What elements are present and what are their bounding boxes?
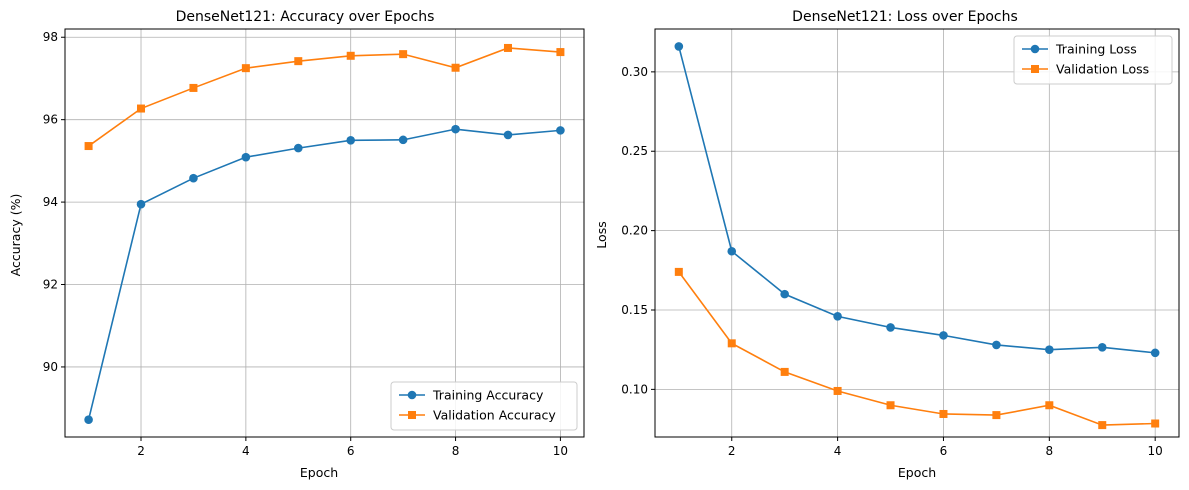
data-point [674, 42, 684, 51]
legend: Training Accuracy Validation Accuracy [390, 381, 578, 431]
series-0 [84, 124, 565, 424]
data-point [346, 135, 356, 145]
legend-marker [1031, 65, 1039, 73]
data-point [189, 173, 198, 183]
data-point [992, 411, 1001, 420]
legend-marker [1030, 44, 1040, 54]
data-point [833, 386, 842, 395]
series-line [678, 271, 1156, 426]
data-point [398, 135, 408, 145]
plot-frame [64, 28, 585, 438]
data-point [451, 63, 460, 72]
data-point [241, 64, 250, 73]
data-point [189, 83, 198, 92]
data-point [556, 126, 565, 135]
legend: Training Loss Validation Loss [1013, 35, 1173, 85]
y-tick-label: 0.10 [621, 382, 648, 396]
data-point [1150, 348, 1160, 358]
chart-title: DenseNet121: Accuracy over Epochs [176, 9, 435, 25]
data-point [886, 401, 895, 410]
series-line [678, 46, 1156, 354]
legend-marker [407, 390, 417, 400]
plot-frame [654, 28, 1180, 438]
series-0 [674, 42, 1160, 358]
data-point [939, 409, 948, 418]
loss-chart: DenseNet121: Loss over Epochs Epoch Loss… [594, 9, 1180, 480]
data-point [137, 104, 146, 113]
x-tick-label: 4 [242, 444, 250, 458]
data-point [503, 130, 513, 140]
chart-title: DenseNet121: Loss over Epochs [792, 9, 1018, 25]
x-tick-label: 8 [452, 444, 460, 458]
series-line [87, 128, 561, 420]
legend-label: Validation Loss [1056, 62, 1149, 77]
data-point [84, 142, 93, 151]
data-point [1045, 345, 1054, 354]
data-point [1151, 419, 1160, 428]
x-tick-label: 10 [553, 444, 568, 458]
data-point [780, 367, 789, 376]
data-point [727, 339, 736, 348]
data-point [674, 267, 683, 276]
data-point [399, 50, 408, 59]
y-tick-label: 0.25 [621, 144, 648, 158]
series-1 [84, 43, 565, 151]
x-tick-label: 4 [834, 444, 842, 458]
x-axis-label: Epoch [898, 465, 936, 480]
x-tick-label: 8 [1046, 444, 1054, 458]
data-point [727, 246, 737, 256]
data-point [886, 323, 895, 332]
data-point [939, 331, 948, 340]
data-point [992, 340, 1001, 350]
data-point [294, 57, 303, 66]
grid [65, 29, 584, 437]
y-axis-label: Accuracy (%) [8, 194, 23, 277]
legend-label: Training Loss [1055, 42, 1137, 57]
x-axis-label: Epoch [300, 465, 338, 480]
grid [655, 29, 1179, 437]
x-tick-label: 2 [137, 444, 145, 458]
y-tick-label: 0.15 [621, 303, 648, 317]
series-1 [674, 267, 1160, 430]
data-point [241, 152, 251, 162]
legend-marker [408, 411, 416, 419]
y-tick-label: 90 [43, 360, 58, 374]
x-tick-label: 6 [940, 444, 948, 458]
legend-box [1013, 35, 1173, 85]
data-point [451, 124, 460, 134]
legend-label: Training Accuracy [432, 388, 544, 403]
y-tick-label: 0.20 [621, 224, 648, 238]
y-tick-label: 0.30 [621, 65, 648, 79]
data-point [293, 143, 303, 153]
data-point [1097, 343, 1107, 352]
data-point [136, 199, 146, 209]
x-tick-label: 2 [728, 444, 736, 458]
legend-label: Validation Accuracy [433, 408, 556, 423]
x-tick-label: 10 [1148, 444, 1163, 458]
y-tick-label: 98 [43, 30, 58, 44]
y-tick-label: 92 [43, 278, 58, 292]
y-axis-label: Loss [594, 221, 609, 248]
x-tick-label: 6 [347, 444, 355, 458]
data-point [556, 48, 565, 57]
data-point [780, 289, 789, 299]
data-point [833, 312, 842, 321]
series-line [88, 47, 561, 147]
data-point [1045, 401, 1054, 410]
y-tick-label: 94 [43, 195, 58, 209]
data-point [84, 415, 93, 424]
legend-box [390, 381, 578, 431]
data-point [346, 51, 355, 60]
accuracy-chart: DenseNet121: Accuracy over Epochs Epoch … [8, 9, 585, 480]
data-point [1098, 421, 1107, 430]
y-tick-label: 96 [43, 113, 58, 127]
data-point [503, 43, 512, 52]
